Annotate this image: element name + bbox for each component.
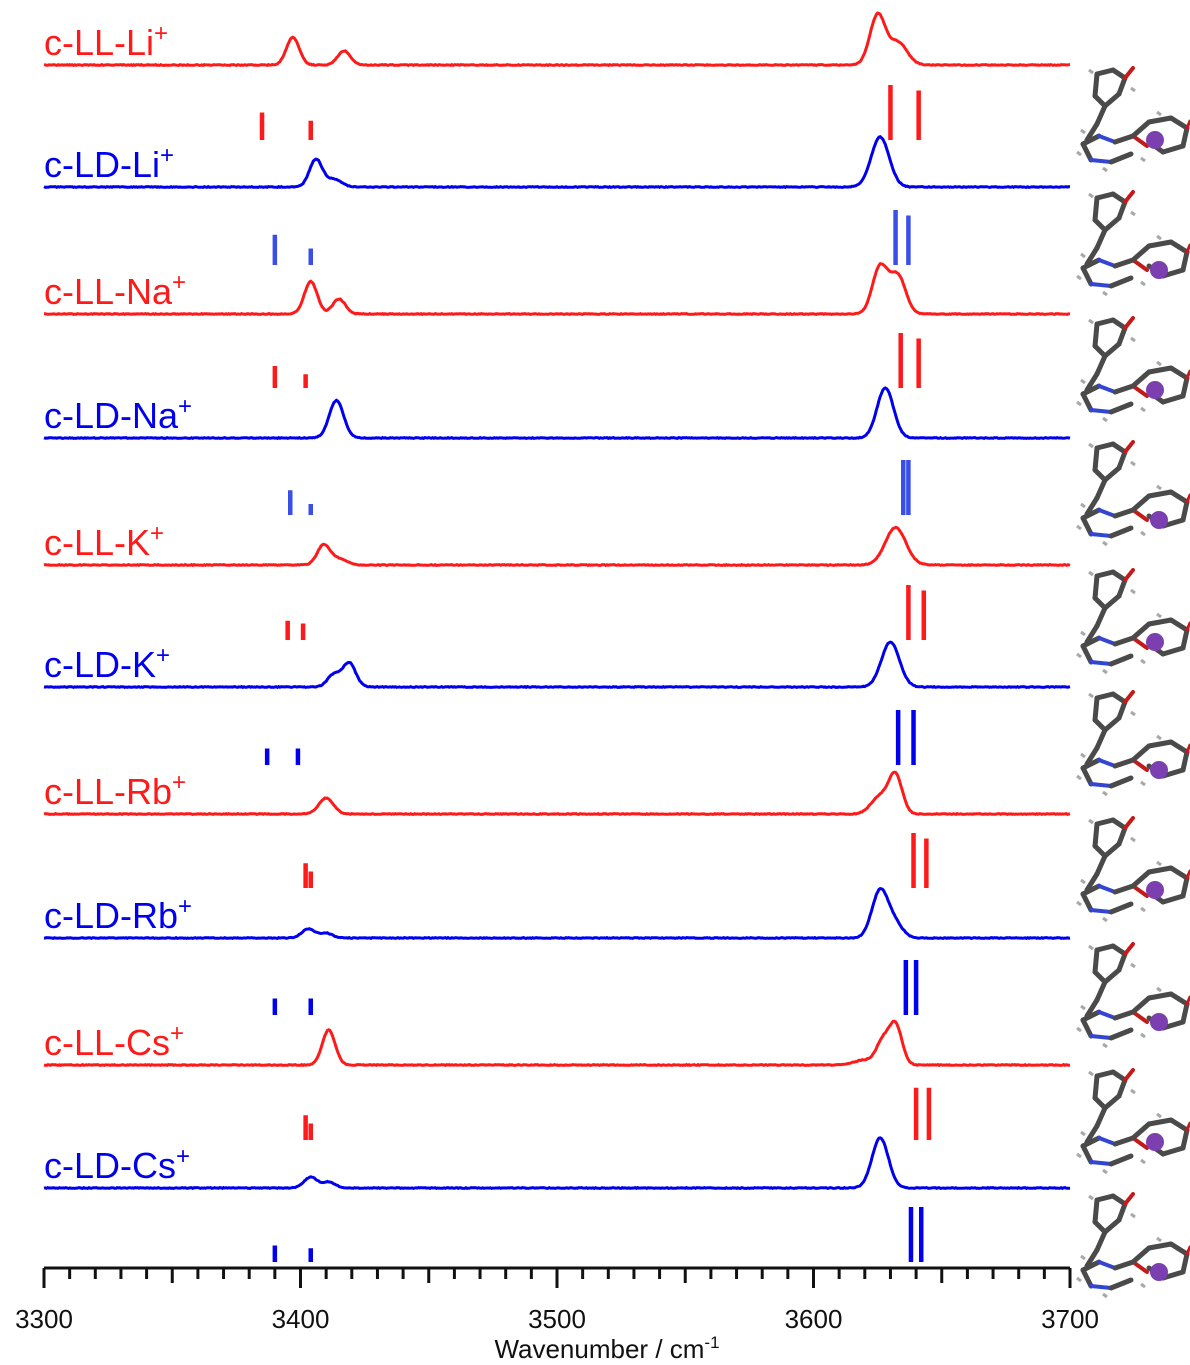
trace-label-superscript: + [172, 769, 186, 796]
molecule-structure-image [1076, 316, 1190, 423]
trace-label: c-LD-Na+ [44, 393, 192, 436]
x-tick-label: 3400 [272, 1304, 330, 1334]
trace-label-text: c-LD-Li [44, 144, 160, 185]
spectrum-trace [43, 1019, 1070, 1068]
trace-label-superscript: + [150, 520, 164, 547]
x-tick-label: 3500 [528, 1304, 586, 1334]
trace-label: c-LD-Li+ [44, 142, 174, 185]
trace-label-text: c-LL-Li [44, 22, 154, 63]
metal-ion-icon [1146, 633, 1164, 651]
trace-label: c-LD-K+ [44, 642, 170, 685]
trace-label-superscript: + [176, 1143, 190, 1170]
trace-labels: c-LL-Li+c-LD-Li+c-LL-Na+c-LD-Na+c-LL-K+c… [44, 20, 192, 1186]
x-tick-label: 3600 [785, 1304, 843, 1334]
metal-ion-icon [1150, 261, 1168, 279]
trace-label-superscript: + [178, 393, 192, 420]
trace-label-text: c-LL-Cs [44, 1022, 170, 1063]
structure-panel [1076, 66, 1190, 1299]
computed-stick-spectra [259, 85, 932, 1262]
trace-label-superscript: + [170, 1020, 184, 1047]
metal-ion-icon [1146, 381, 1164, 399]
metal-ion-icon [1146, 881, 1164, 899]
spectrum-trace [43, 386, 1071, 441]
trace-label: c-LL-Cs+ [44, 1020, 184, 1063]
trace-label: c-LD-Rb+ [44, 893, 192, 936]
molecule-structure-image [1076, 568, 1190, 675]
trace-label-text: c-LD-K [44, 644, 156, 685]
molecule-structure-image [1076, 1192, 1190, 1299]
x-tick-label: 3300 [15, 1304, 73, 1334]
molecule-structure-image [1076, 942, 1190, 1049]
molecule-structure-image [1076, 66, 1190, 173]
spectrum-trace [43, 1136, 1071, 1191]
x-axis-title-superscript: -1 [704, 1333, 719, 1352]
trace-label: c-LL-Na+ [44, 269, 186, 312]
trace-label: c-LL-Li+ [44, 20, 168, 63]
molecule-structure-image [1076, 816, 1190, 923]
spectrum-trace [44, 262, 1071, 317]
trace-label-superscript: + [172, 269, 186, 296]
metal-ion-icon [1150, 1263, 1168, 1281]
x-axis-title: Wavenumber / cm-1 [494, 1333, 719, 1364]
molecule-structure-image [1076, 690, 1190, 797]
molecule-structure-image [1076, 440, 1190, 547]
trace-label-text: c-LD-Rb [44, 895, 178, 936]
metal-ion-icon [1146, 1133, 1164, 1151]
metal-ion-icon [1150, 1013, 1168, 1031]
trace-label-text: c-LD-Cs [44, 1145, 176, 1186]
trace-label-superscript: + [156, 642, 170, 669]
trace-label: c-LD-Cs+ [44, 1143, 190, 1186]
trace-label-text: c-LL-K [44, 522, 150, 563]
x-axis-ticks: 3300 3400 3500 3600 3700 [15, 1268, 1099, 1334]
molecule-structure-image [1076, 190, 1190, 297]
molecule-structure-image [1076, 1068, 1190, 1175]
trace-label-superscript: + [154, 20, 168, 47]
x-axis: 3300 3400 3500 3600 3700 Wavenumber / cm-1 [15, 1266, 1099, 1364]
spectrum-trace [43, 11, 1071, 68]
spectrum-trace [43, 770, 1071, 817]
spectrum-trace [43, 887, 1071, 941]
trace-label-superscript: + [160, 142, 174, 169]
trace-label-superscript: + [178, 893, 192, 920]
spectrum-trace [43, 525, 1071, 568]
trace-label: c-LL-K+ [44, 520, 164, 563]
spectra-traces [43, 11, 1071, 1191]
spectrum-trace [43, 640, 1071, 690]
trace-label-text: c-LD-Na [44, 395, 179, 436]
metal-ion-icon [1150, 761, 1168, 779]
metal-ion-icon [1150, 511, 1168, 529]
trace-label-text: c-LL-Na [44, 271, 173, 312]
trace-label-text: c-LL-Rb [44, 771, 172, 812]
trace-label: c-LL-Rb+ [44, 769, 186, 812]
spectrum-trace [43, 135, 1071, 190]
x-tick-label: 3700 [1041, 1304, 1099, 1334]
metal-ion-icon [1146, 131, 1164, 149]
